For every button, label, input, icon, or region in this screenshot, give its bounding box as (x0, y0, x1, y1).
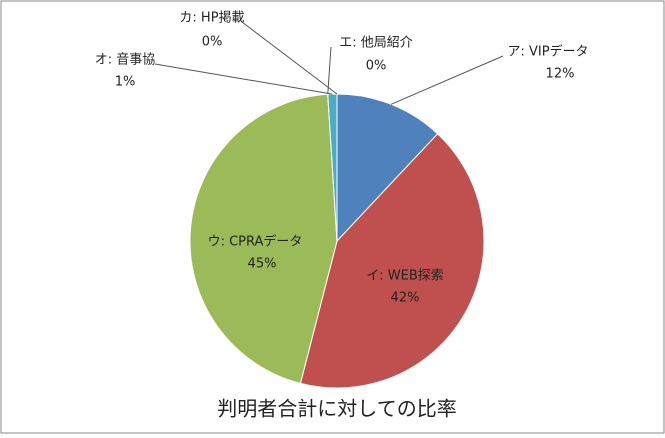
pie-slice (189, 93, 338, 384)
slice-value-label: 0% (366, 59, 387, 74)
slice-label: ウ: CPRAデータ (208, 234, 303, 250)
pie-slice (299, 133, 485, 389)
pie-slice (336, 93, 439, 243)
slice-label: ア: VIPデータ (507, 44, 588, 60)
slice-value-label: 0% (202, 35, 223, 50)
slice-value-label: 12% (546, 67, 575, 82)
slice-label: エ: 他局紹介 (339, 36, 413, 51)
leader-line (241, 21, 338, 95)
slice-value-label: 45% (248, 257, 277, 272)
chart-title: 判明者合計に対しての比率 (217, 397, 456, 421)
slice-value-label: 42% (391, 291, 420, 306)
slice-label: オ: 音事協 (95, 52, 156, 68)
slice-label: カ: HP掲載 (179, 10, 244, 26)
leader-line (154, 63, 333, 95)
slice-value-label: 1% (115, 75, 136, 90)
leader-line (327, 46, 332, 95)
slice-label: イ: WEB探索 (366, 269, 444, 284)
leader-line (390, 55, 504, 105)
